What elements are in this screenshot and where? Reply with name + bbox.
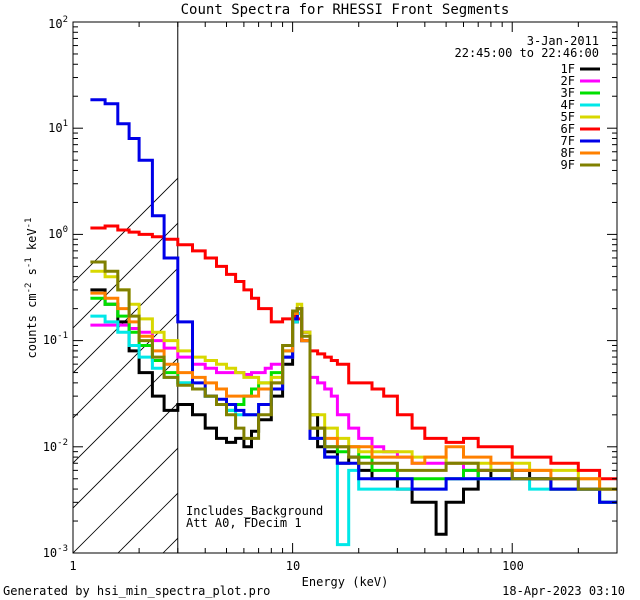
legend-label-9F: 9F [561,158,575,172]
chart-title: Count Spectra for RHESSI Front Segments [181,2,510,18]
hatch-line [73,222,178,329]
annotation-background: Includes_Background [186,504,323,518]
y-tick-label-1e0: 100 [48,225,68,241]
y-tick-label-1e2: 102 [48,15,68,31]
y-tick-label-1e-1: 10-1 [43,331,68,347]
series-layer [90,98,617,547]
legend-label-1F: 1F [561,62,575,76]
x-axis-label: Energy (keV) [302,575,389,589]
time-range-label: 22:45:00 to 22:46:00 [455,46,600,60]
x-tick-label-1: 1 [69,559,76,573]
y-tick-label-1e-2: 10-2 [43,438,68,454]
legend-label-2F: 2F [561,74,575,88]
legend-label-7F: 7F [561,134,575,148]
legend-label-5F: 5F [561,110,575,124]
hatch-line [253,22,640,553]
x-tick-labels: 1 10 100 [69,559,523,573]
hatch-line [523,22,640,553]
hatch-line [73,177,178,284]
hatch-line [73,402,178,509]
hatch-line [478,22,640,553]
hatch-line [208,22,640,553]
legend-label-4F: 4F [561,98,575,112]
y-axis-label: counts cm-2 s-1 keV-1 [24,218,39,359]
date-label: 3-Jan-2011 [527,34,599,48]
y-tick-label-1e-3: 10-3 [43,544,68,560]
annotation-attenuator: Att A0, FDecim 1 [186,516,302,530]
hatched-region [73,22,640,553]
y-tick-labels: 10-3 10-2 10-1 100 101 102 [43,15,68,560]
axis-ticks [72,21,618,554]
x-tick-label-10: 10 [286,559,300,573]
legend-label-3F: 3F [561,86,575,100]
hatch-line [73,447,178,553]
legend-label-8F: 8F [561,146,575,160]
generated-by-label: Generated by hsi_min_spectra_plot.pro [3,584,270,598]
hatch-line [73,267,178,374]
series-8F-line [90,291,617,491]
plot-frame [72,21,618,554]
series-7F-line [90,98,617,504]
series-6F-line [90,224,617,481]
x-tick-label-100: 100 [502,559,524,573]
legend-label-6F: 6F [561,122,575,136]
hatch-line [73,357,178,464]
y-tick-label-1e1: 101 [48,119,68,135]
series-9F-line [90,260,617,491]
timestamp-label: 18-Apr-2023 03:10 [502,584,625,598]
hatch-line [388,22,640,553]
